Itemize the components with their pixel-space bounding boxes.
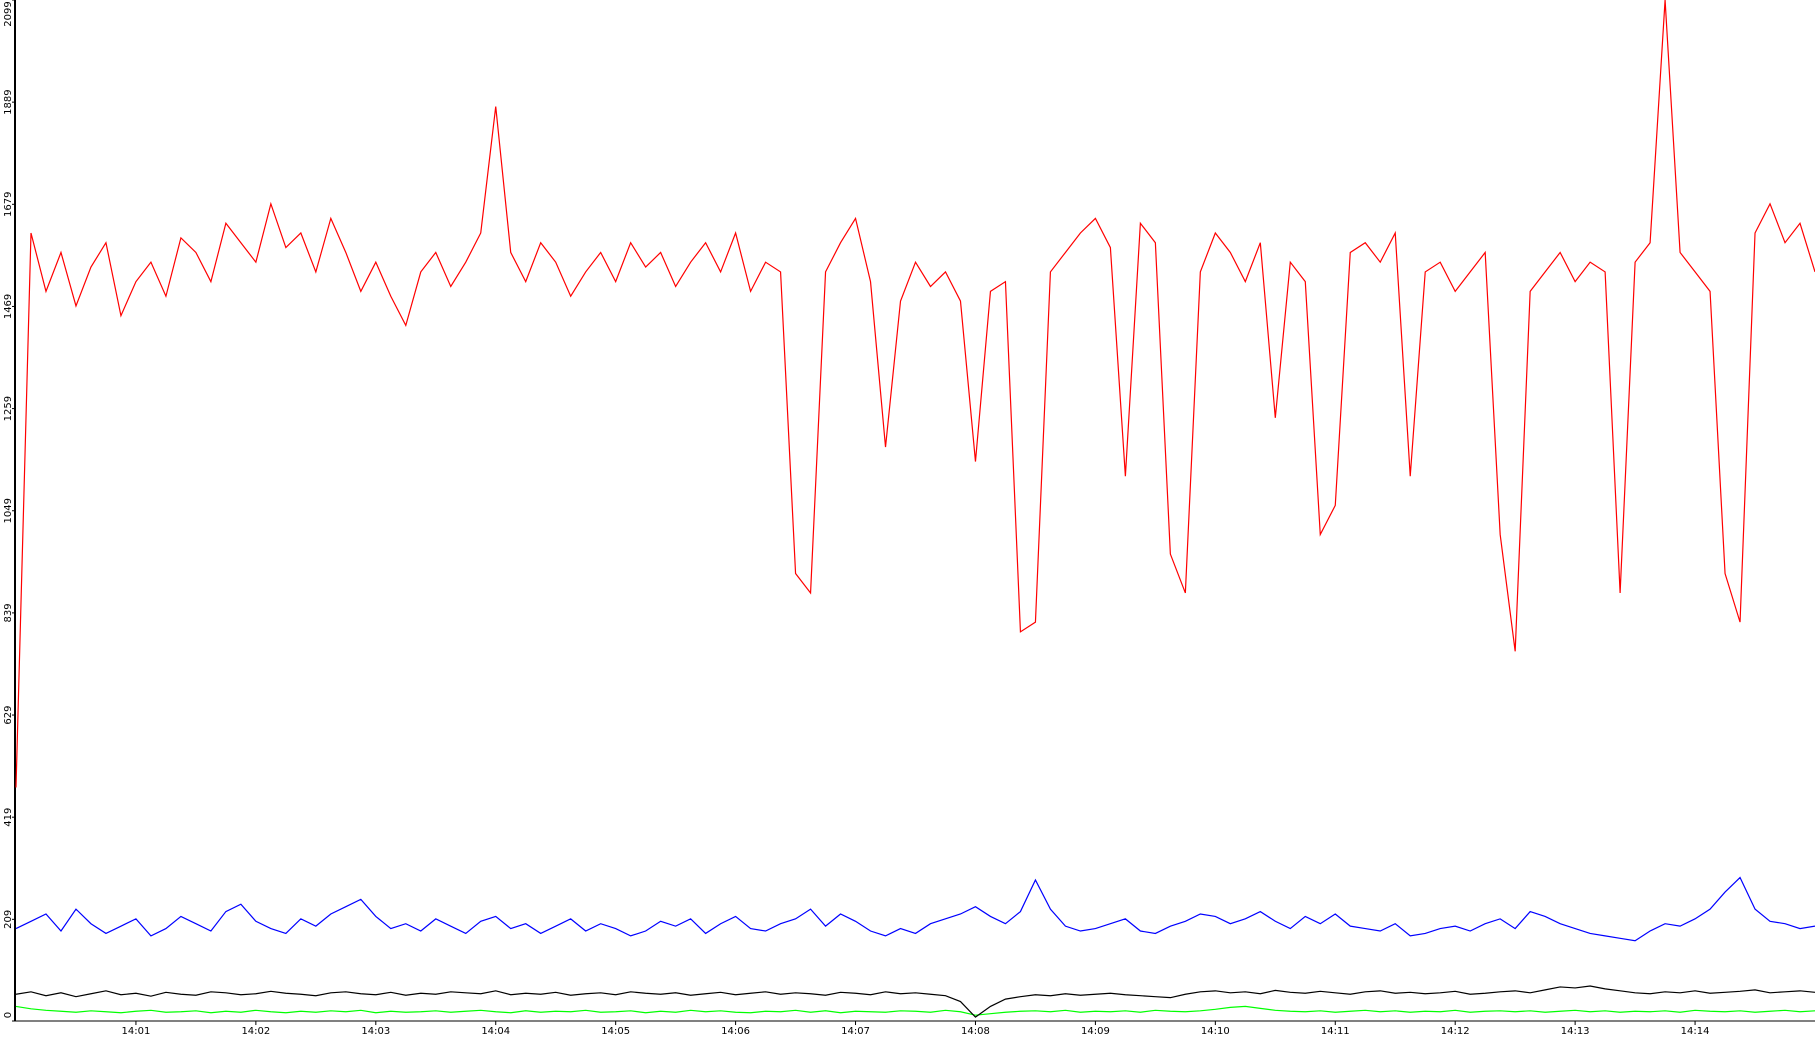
series-line	[15, 1005, 1815, 1016]
x-tick-label: 14:11	[1321, 1026, 1350, 1037]
y-tick-label: 1679	[3, 192, 14, 217]
y-tick-label: 0	[3, 1012, 14, 1018]
x-tick-label: 14:06	[721, 1026, 750, 1037]
y-tick-label: 2099	[3, 1, 14, 26]
x-tick-label: 14:10	[1201, 1026, 1230, 1037]
series-line	[15, 0, 1815, 788]
x-tick-label: 14:07	[841, 1026, 870, 1037]
x-tick-label: 14:12	[1441, 1026, 1470, 1037]
series-line	[15, 876, 1815, 942]
x-tick-label: 14:03	[361, 1026, 390, 1037]
y-tick-label: 1889	[3, 89, 14, 114]
x-tick-label: 14:02	[241, 1026, 270, 1037]
y-tick-label: 1469	[3, 294, 14, 319]
x-tick-label: 14:13	[1561, 1026, 1590, 1037]
y-tick-label: 839	[3, 603, 14, 622]
x-tick-label: 14:08	[961, 1026, 990, 1037]
y-tick-label: 629	[3, 705, 14, 724]
y-tick-label: 1259	[3, 396, 14, 421]
x-tick-label: 14:09	[1081, 1026, 1110, 1037]
y-tick-label: 419	[3, 808, 14, 827]
series-line	[15, 985, 1815, 1018]
x-tick-label: 14:05	[601, 1026, 630, 1037]
x-tick-label: 14:04	[481, 1026, 510, 1037]
y-tick-label: 1049	[3, 498, 14, 523]
x-tick-label: 14:01	[122, 1026, 151, 1037]
y-tick-label: 209	[3, 910, 14, 929]
x-tick-label: 14:14	[1681, 1026, 1710, 1037]
